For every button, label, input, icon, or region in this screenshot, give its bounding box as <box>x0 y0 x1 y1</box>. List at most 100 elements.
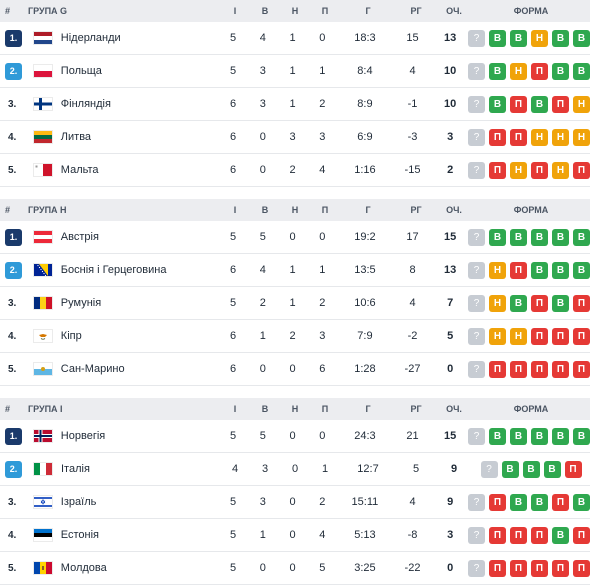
win-badge[interactable]: В <box>522 460 540 478</box>
loss-badge[interactable]: П <box>573 559 590 577</box>
loss-badge[interactable]: П <box>552 95 570 113</box>
win-badge[interactable]: В <box>510 427 528 445</box>
loss-badge[interactable]: П <box>531 62 549 80</box>
table-row[interactable]: 1. Нідерланди 5 4 1 0 18:3 15 13? В В Н В В <box>0 22 590 55</box>
upcoming-match-badge[interactable]: ? <box>468 62 486 80</box>
table-row[interactable]: 2. Польща 5 3 1 1 8:4 4 10? В Н П В В <box>0 55 590 88</box>
win-badge[interactable]: В <box>510 294 528 312</box>
table-row[interactable]: 5. Сан-Марино 6 0 0 6 1:28 -27 0? П П П П П <box>0 353 590 386</box>
draw-badge[interactable]: Н <box>510 62 528 80</box>
win-badge[interactable]: В <box>552 62 570 80</box>
win-badge[interactable]: В <box>573 493 590 511</box>
team-cell[interactable]: Нідерланди <box>28 32 218 44</box>
table-row[interactable]: 5. Мальта 6 0 2 4 1:16 -15 2? П Н П Н П <box>0 154 590 187</box>
win-badge[interactable]: В <box>552 228 570 246</box>
upcoming-match-badge[interactable]: ? <box>468 95 486 113</box>
team-cell[interactable]: Норвегія <box>28 430 218 442</box>
upcoming-match-badge[interactable]: ? <box>468 427 486 445</box>
loss-badge[interactable]: П <box>573 294 590 312</box>
table-row[interactable]: 3. Румунія 5 2 1 2 10:6 4 7? Н В П В П <box>0 287 590 320</box>
team-name[interactable]: Норвегія <box>60 430 106 442</box>
table-row[interactable]: 1. Австрія 5 5 0 0 19:2 17 15? В В В В В <box>0 221 590 254</box>
team-name[interactable]: Естонія <box>60 529 100 541</box>
win-badge[interactable]: В <box>573 29 590 47</box>
team-cell[interactable]: Італія <box>28 463 220 475</box>
upcoming-match-badge[interactable]: ? <box>468 228 486 246</box>
win-badge[interactable]: В <box>552 294 570 312</box>
upcoming-match-badge[interactable]: ? <box>480 460 498 478</box>
loss-badge[interactable]: П <box>489 526 507 544</box>
loss-badge[interactable]: П <box>510 526 528 544</box>
loss-badge[interactable]: П <box>564 460 582 478</box>
upcoming-match-badge[interactable]: ? <box>468 294 486 312</box>
draw-badge[interactable]: Н <box>531 29 549 47</box>
team-name[interactable]: Фінляндія <box>60 98 111 110</box>
win-badge[interactable]: В <box>531 95 549 113</box>
group-name[interactable]: ГРУПА G <box>28 6 68 16</box>
loss-badge[interactable]: П <box>489 493 507 511</box>
win-badge[interactable]: В <box>489 228 507 246</box>
loss-badge[interactable]: П <box>573 360 590 378</box>
loss-badge[interactable]: П <box>573 327 590 345</box>
loss-badge[interactable]: П <box>531 327 549 345</box>
loss-badge[interactable]: П <box>531 161 549 179</box>
loss-badge[interactable]: П <box>489 559 507 577</box>
team-cell[interactable]: Ізраїль <box>28 496 218 508</box>
loss-badge[interactable]: П <box>510 128 528 146</box>
loss-badge[interactable]: П <box>489 128 507 146</box>
draw-badge[interactable]: Н <box>489 294 507 312</box>
loss-badge[interactable]: П <box>552 559 570 577</box>
table-row[interactable]: 2. Боснія і Герцеговина 6 4 1 1 13:5 8 13? Н П В В В <box>0 254 590 287</box>
loss-badge[interactable]: П <box>573 526 590 544</box>
win-badge[interactable]: В <box>573 62 590 80</box>
team-name[interactable]: Литва <box>60 131 92 143</box>
team-cell[interactable]: Сан-Марино <box>28 363 218 375</box>
upcoming-match-badge[interactable]: ? <box>468 327 486 345</box>
loss-badge[interactable]: П <box>510 95 528 113</box>
upcoming-match-badge[interactable]: ? <box>468 493 486 511</box>
upcoming-match-badge[interactable]: ? <box>468 128 486 146</box>
team-cell[interactable]: Польща <box>28 65 218 77</box>
win-badge[interactable]: В <box>552 29 570 47</box>
loss-badge[interactable]: П <box>552 360 570 378</box>
upcoming-match-badge[interactable]: ? <box>468 261 486 279</box>
team-name[interactable]: Сан-Марино <box>60 363 125 375</box>
loss-badge[interactable]: П <box>531 526 549 544</box>
loss-badge[interactable]: П <box>552 327 570 345</box>
team-cell[interactable]: Румунія <box>28 297 218 309</box>
team-cell[interactable]: Фінляндія <box>28 98 218 110</box>
loss-badge[interactable]: П <box>531 559 549 577</box>
win-badge[interactable]: В <box>489 95 507 113</box>
table-row[interactable]: 3. Фінляндія 6 3 1 2 8:9 -1 10? В П В П Н <box>0 88 590 121</box>
draw-badge[interactable]: Н <box>573 95 590 113</box>
team-cell[interactable]: Молдова <box>28 562 218 574</box>
loss-badge[interactable]: П <box>510 360 528 378</box>
team-name[interactable]: Румунія <box>60 297 102 309</box>
upcoming-match-badge[interactable]: ? <box>468 360 486 378</box>
table-row[interactable]: 4. Литва 6 0 3 3 6:9 -3 3? П П Н Н Н <box>0 121 590 154</box>
table-row[interactable]: 5. Молдова 5 0 0 5 3:25 -22 0? П П П П П <box>0 552 590 585</box>
draw-badge[interactable]: Н <box>573 128 590 146</box>
table-row[interactable]: 2. Італія 4 3 0 1 12:7 5 9? В В В П <box>0 453 590 486</box>
draw-badge[interactable]: Н <box>552 128 570 146</box>
win-badge[interactable]: В <box>573 427 590 445</box>
team-name[interactable]: Кіпр <box>60 330 82 342</box>
team-name[interactable]: Нідерланди <box>60 32 121 44</box>
loss-badge[interactable]: П <box>552 493 570 511</box>
draw-badge[interactable]: Н <box>489 261 507 279</box>
team-name[interactable]: Польща <box>60 65 102 77</box>
table-row[interactable]: 3. Ізраїль 5 3 0 2 15:11 4 9? П В В П В <box>0 486 590 519</box>
draw-badge[interactable]: Н <box>489 327 507 345</box>
team-name[interactable]: Боснія і Герцеговина <box>60 264 167 276</box>
win-badge[interactable]: В <box>531 228 549 246</box>
win-badge[interactable]: В <box>510 228 528 246</box>
team-cell[interactable]: Естонія <box>28 529 218 541</box>
win-badge[interactable]: В <box>489 427 507 445</box>
team-name[interactable]: Мальта <box>60 164 99 176</box>
table-row[interactable]: 4. Кіпр 6 1 2 3 7:9 -2 5? Н Н П П П <box>0 320 590 353</box>
loss-badge[interactable]: П <box>531 360 549 378</box>
loss-badge[interactable]: П <box>510 559 528 577</box>
win-badge[interactable]: В <box>552 261 570 279</box>
win-badge[interactable]: В <box>552 427 570 445</box>
team-cell[interactable]: Боснія і Герцеговина <box>28 264 218 276</box>
